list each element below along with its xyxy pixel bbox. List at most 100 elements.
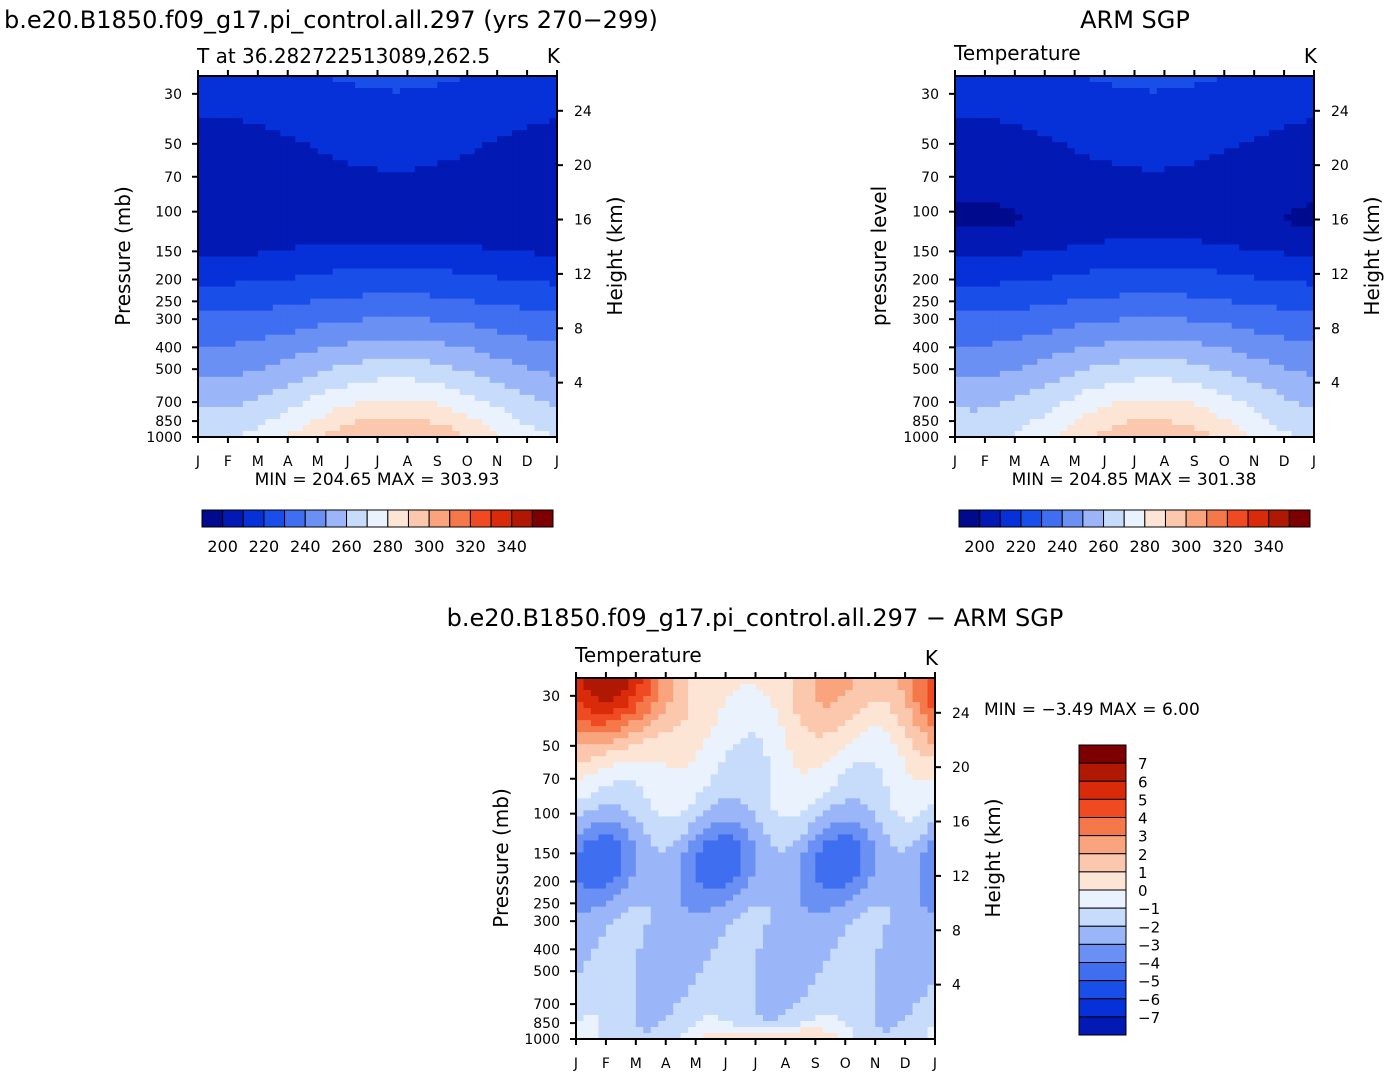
contour-cell xyxy=(399,394,409,402)
contour-cell xyxy=(377,382,386,390)
contour-cell xyxy=(325,82,334,89)
contour-cell xyxy=(347,202,356,209)
contour-cell xyxy=(414,370,423,378)
contour-cell xyxy=(250,280,259,288)
contour-cell xyxy=(999,196,1008,203)
contour-cell xyxy=(429,406,438,414)
contour-cell xyxy=(272,202,281,209)
contour-cell xyxy=(549,268,557,276)
contour-cell xyxy=(1156,400,1166,408)
contour-cell xyxy=(1022,94,1031,101)
contour-cell xyxy=(534,304,543,312)
contour-cell xyxy=(1149,292,1158,300)
contour-cell xyxy=(257,106,266,113)
contour-cell xyxy=(399,418,409,426)
contour-cell xyxy=(310,274,319,282)
contour-cell xyxy=(370,130,379,137)
contour-cell xyxy=(407,142,416,149)
contour-cell xyxy=(452,424,461,432)
contour-cell xyxy=(1179,214,1188,221)
contour-cell xyxy=(414,196,423,203)
contour-cell xyxy=(1037,106,1046,113)
contour-cell xyxy=(459,352,468,360)
contour-cell xyxy=(370,238,379,246)
contour-cell xyxy=(489,286,498,294)
contour-cell xyxy=(474,238,483,246)
contour-cell xyxy=(482,322,491,330)
contour-cell xyxy=(325,370,334,378)
contour-cell xyxy=(1037,220,1046,228)
contour-cell xyxy=(1112,184,1121,191)
contour-cell xyxy=(512,370,521,378)
contour-cell xyxy=(1164,238,1173,246)
contour-cell xyxy=(999,106,1008,113)
contour-cell xyxy=(1089,184,1098,191)
contour-cell xyxy=(549,214,557,221)
contour-cell xyxy=(1149,154,1158,161)
contour-cell xyxy=(549,202,557,209)
contour-cell xyxy=(467,340,476,348)
contour-cell xyxy=(302,82,311,89)
contour-cell xyxy=(474,244,483,252)
contour-cell xyxy=(1059,220,1068,228)
contour-cell xyxy=(519,82,528,89)
contour-cell xyxy=(1149,238,1158,246)
contour-cell xyxy=(1044,136,1053,143)
contour-cell xyxy=(1164,106,1173,113)
contour-cell xyxy=(519,364,528,372)
contour-cell xyxy=(1097,142,1106,149)
contour-cell xyxy=(205,190,214,197)
contour-cell xyxy=(527,142,536,149)
contour-cell xyxy=(534,406,543,414)
contour-cell xyxy=(235,124,244,131)
contour-cell xyxy=(1186,100,1195,107)
contour-cell xyxy=(1052,268,1061,276)
contour-cell xyxy=(1186,274,1195,282)
contour-cell xyxy=(302,112,311,119)
contour-cell xyxy=(1037,412,1046,420)
contour-cell xyxy=(1134,256,1143,264)
contour-cell xyxy=(1186,226,1195,234)
contour-cell xyxy=(1007,142,1016,149)
contour-cell xyxy=(1044,268,1053,276)
contour-cell xyxy=(250,82,259,89)
contour-cell xyxy=(1141,280,1151,288)
contour-cell xyxy=(340,310,349,318)
contour-cell xyxy=(257,196,266,203)
contour-cell xyxy=(1097,190,1106,197)
contour-cell xyxy=(1097,214,1106,221)
contour-cell xyxy=(534,298,543,306)
contour-cell xyxy=(1201,106,1210,113)
contour-cell xyxy=(302,226,311,234)
contour-cell xyxy=(1141,346,1151,354)
contour-cell xyxy=(489,190,498,197)
contour-cell xyxy=(1201,226,1210,234)
contour-cell xyxy=(302,154,311,161)
contour-cell xyxy=(459,214,468,221)
contour-cell xyxy=(482,136,491,143)
contour-cell xyxy=(984,250,993,258)
contour-cell xyxy=(399,364,409,372)
contour-cell xyxy=(332,376,341,384)
contour-cell xyxy=(482,76,491,83)
contour-cell xyxy=(467,220,476,228)
contour-cell xyxy=(220,406,229,414)
contour-cell xyxy=(1112,226,1121,234)
contour-cell xyxy=(280,358,289,366)
contour-cell xyxy=(467,112,476,119)
contour-cell xyxy=(355,136,364,143)
contour-cell xyxy=(1007,100,1016,107)
contour-cell xyxy=(512,346,521,354)
contour-cell xyxy=(370,340,379,348)
contour-cell xyxy=(1022,106,1031,113)
contour-cell xyxy=(392,334,401,342)
contour-cell xyxy=(452,274,461,282)
contour-cell xyxy=(362,148,371,155)
contour-cell xyxy=(370,328,379,336)
contour-cell xyxy=(220,418,229,426)
height-tick-label: 12 xyxy=(574,267,592,283)
contour-cell xyxy=(504,346,513,354)
contour-cell xyxy=(1014,160,1023,167)
contour-cell xyxy=(317,202,326,209)
contour-cell xyxy=(1201,178,1210,185)
